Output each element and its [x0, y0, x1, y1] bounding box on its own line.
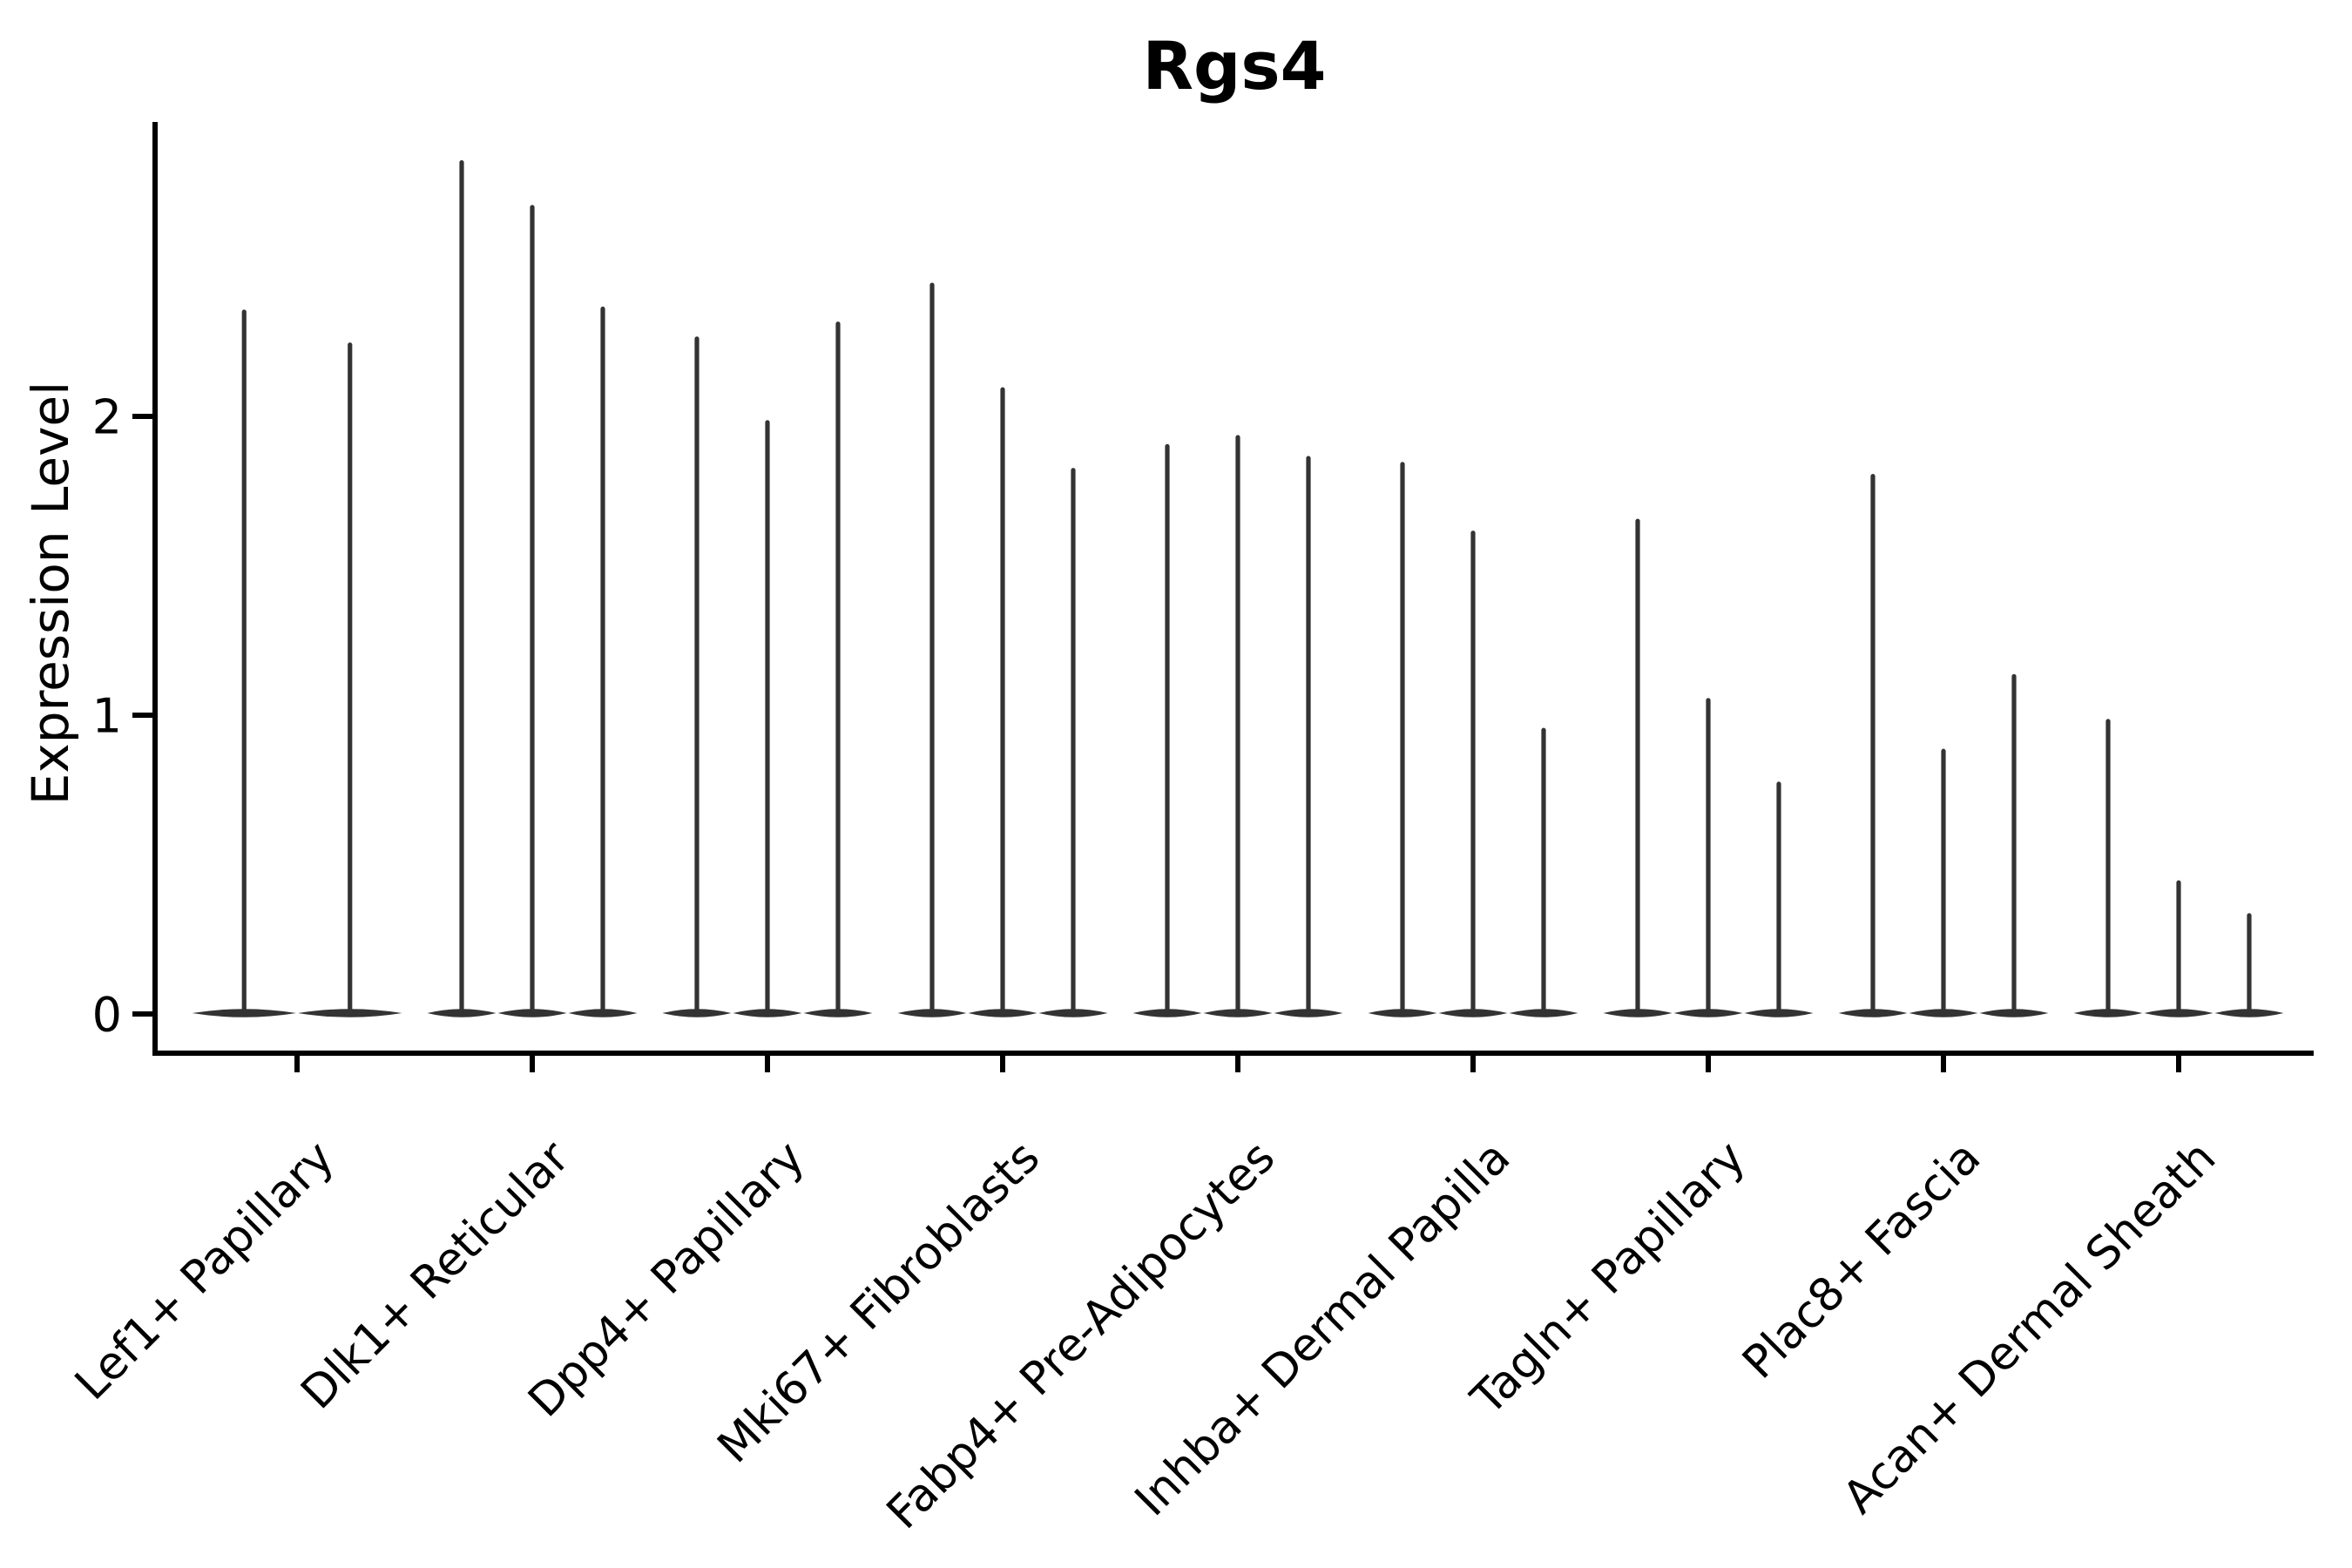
x-category-label: Fabp4+ Pre-Adipocytes: [877, 1132, 1285, 1539]
x-category-label: Inhba+ Dermal Papilla: [1125, 1132, 1520, 1526]
x-category-label: Acan+ Dermal Sheath: [1834, 1132, 2227, 1524]
x-category-label: Lef1+ Papillary: [65, 1132, 344, 1410]
y-tick-label: 1: [92, 688, 122, 743]
y-tick-label: 2: [92, 389, 122, 444]
y-tick-label: 0: [92, 987, 122, 1042]
x-category-label: Plac8+ Fascia: [1733, 1132, 1990, 1389]
plot-title: Rgs4: [1142, 27, 1327, 105]
